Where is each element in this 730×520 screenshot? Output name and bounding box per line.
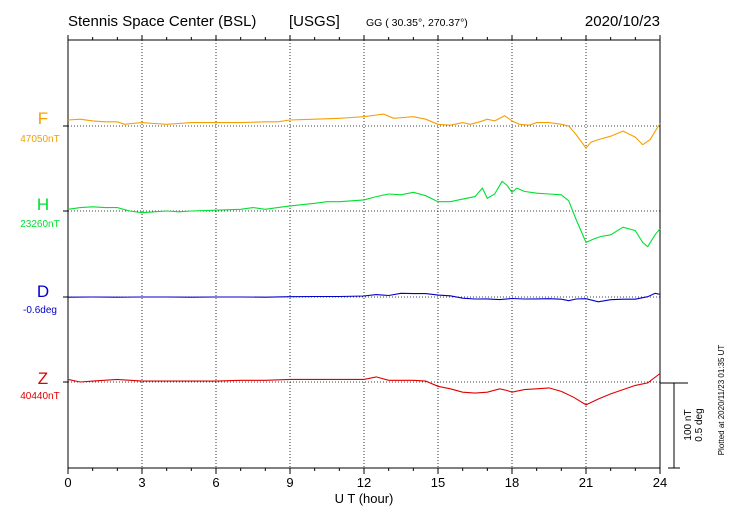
series-name-D: D [37, 282, 49, 301]
scale-bar-deg-label: 0.5 deg [694, 408, 705, 441]
x-tick-label: 9 [286, 475, 293, 490]
scale-bar: 100 nT 0.5 deg [660, 382, 705, 469]
chart-title-agency: [USGS] [289, 13, 340, 30]
x-tick-label: 6 [212, 475, 219, 490]
chart-title-station: Stennis Space Center (BSL) [68, 13, 256, 30]
x-tick-label: 18 [505, 475, 519, 490]
chart-date: 2020/10/23 [585, 13, 660, 30]
x-axis-label: U T (hour) [335, 491, 394, 506]
grid-lines [68, 40, 660, 468]
series-line-Z [67, 373, 661, 406]
scale-bar-nt-label: 100 nT [683, 409, 694, 440]
x-tick-label: 21 [579, 475, 593, 490]
series-baseline-H: 23260nT [20, 219, 59, 230]
series-name-H: H [37, 195, 49, 214]
plotted-timestamp: Plotted at 2020/11/23 01:35 UT [717, 345, 726, 456]
x-tick-labels: 0 3 6 9 12 15 18 21 24 [64, 475, 667, 490]
chart-coordinates: GG ( 30.35°, 270.37°) [366, 17, 468, 29]
x-tick-label: 24 [653, 475, 667, 490]
x-tick-label: 3 [138, 475, 145, 490]
axis-ticks [63, 35, 661, 474]
series-labels: F 47050nT H 23260nT D -0.6deg Z 40440nT [20, 109, 59, 402]
x-tick-label: 12 [357, 475, 371, 490]
x-tick-label: 15 [431, 475, 445, 490]
series-line-F [67, 113, 661, 149]
series-baseline-D: -0.6deg [23, 305, 57, 316]
x-tick-label: 0 [64, 475, 71, 490]
data-traces [67, 113, 661, 406]
series-name-Z: Z [38, 369, 48, 388]
series-line-D [67, 292, 661, 303]
series-baseline-F: 47050nT [20, 134, 59, 145]
series-line-H [67, 180, 661, 248]
series-baseline-Z: 40440nT [20, 391, 59, 402]
series-name-F: F [38, 109, 48, 128]
